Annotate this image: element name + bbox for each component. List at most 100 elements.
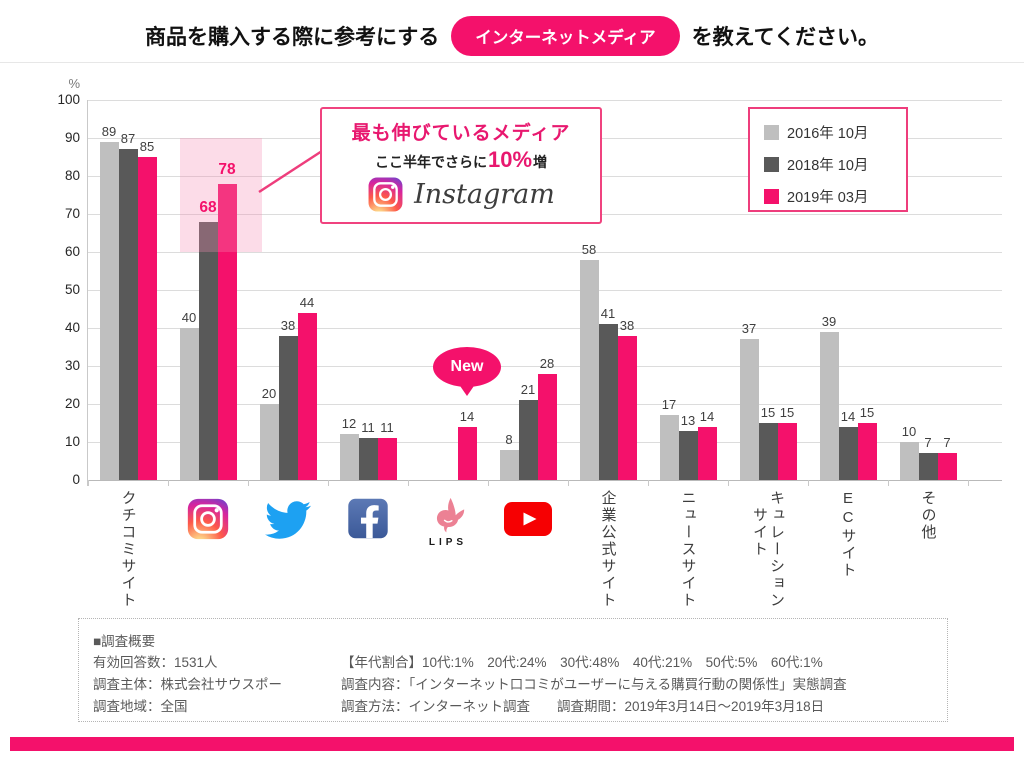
bar-value-lips-2: 14 <box>459 408 475 424</box>
bar-value-ec-site-2: 15 <box>859 405 875 420</box>
x-axis-label-curation-site: キュレーション サイト <box>751 490 785 609</box>
y-axis-tick-30: 30 <box>64 358 80 373</box>
y-axis-tick-100: 100 <box>57 92 80 107</box>
survey-summary-right: 【年代割合】10代:1% 20代:24% 30代:48% 40代:21% 50代… <box>341 652 933 718</box>
x-axis-tick <box>408 480 409 486</box>
bar-news-site-2 <box>697 426 717 480</box>
x-axis-label-ec-site: ECサイト <box>839 490 857 579</box>
bar-curation-site-0 <box>739 339 759 480</box>
x-axis-tick <box>808 480 809 486</box>
bar-value-twitter-0: 20 <box>261 386 277 401</box>
bar-lips-2 <box>457 426 477 480</box>
title-suffix: を教えてください。 <box>691 26 879 49</box>
bar-value-youtube-0: 8 <box>505 431 513 447</box>
gridline-60 <box>88 252 1002 253</box>
instagram-icon <box>367 176 404 213</box>
x-axis-label-other: その他 <box>919 490 937 541</box>
bar-value-kuchikomi-site-0: 89 <box>101 123 117 139</box>
bar-kuchikomi-site-1 <box>118 149 138 480</box>
x-axis-tick <box>488 480 489 486</box>
annotation-box: 最も伸びているメディア ここ半年でさらに10%増 Instagram <box>320 107 602 224</box>
highlight-instagram <box>180 138 262 252</box>
bar-facebook-0 <box>339 434 359 480</box>
survey-summary-box: ■調査概要 有効回答数：1531人 調査主体：株式会社サウスポー 調査地域：全国… <box>78 618 948 722</box>
y-axis-tick-70: 70 <box>64 206 80 221</box>
facebook-icon <box>347 497 390 540</box>
bar-youtube-1 <box>518 400 538 480</box>
bar-value-other-1: 7 <box>924 435 932 451</box>
bar-value-youtube-2: 28 <box>539 355 555 371</box>
title-prefix: 商品を購入する際に参考にする <box>145 26 440 49</box>
title-highlight-pill: インターネットメディア <box>451 16 680 56</box>
bar-twitter-1 <box>278 335 298 480</box>
survey-age-split: 【年代割合】10代:1% 20代:24% 30代:48% 40代:21% 50代… <box>341 655 823 670</box>
legend-item-0: 2016年 10月 <box>764 122 906 143</box>
y-axis-tick-50: 50 <box>64 282 80 297</box>
legend-label-1: 2018年 10月 <box>787 158 869 174</box>
x-axis-tick <box>168 480 169 486</box>
bar-facebook-1 <box>358 438 378 480</box>
legend-label-2: 2019年 03月 <box>787 190 869 206</box>
bar-value-curation-site-0: 37 <box>741 321 757 337</box>
y-axis-tick-0: 0 <box>72 472 80 487</box>
bar-other-0 <box>899 442 919 480</box>
y-axis-tick-20: 20 <box>64 396 80 411</box>
y-axis-tick-60: 60 <box>64 244 80 259</box>
question-title: 商品を購入する際に参考にする インターネットメディア を教えてください。 <box>0 16 1024 56</box>
y-axis-line <box>87 100 88 486</box>
bar-kuchikomi-site-2 <box>137 157 157 480</box>
annotation-title: 最も伸びているメディア <box>351 123 571 144</box>
y-axis-tick-40: 40 <box>64 320 80 335</box>
new-badge: New <box>433 346 501 387</box>
survey-method-period: 調査方法：インターネット調査 調査期間：2019年3月14日～2019年3月18… <box>341 698 825 714</box>
bar-value-twitter-1: 38 <box>280 317 296 333</box>
legend-label-0: 2016年 10月 <box>787 126 869 142</box>
x-axis-label-corporate-official-site: 企業公式サイト <box>599 490 617 609</box>
bar-youtube-0 <box>499 449 519 480</box>
y-axis-tick-90: 90 <box>64 130 80 145</box>
bar-value-corporate-official-site-2: 38 <box>619 317 635 333</box>
bar-facebook-2 <box>377 438 397 480</box>
bar-value-ec-site-0: 39 <box>821 313 837 329</box>
annotation-growth-line: ここ半年でさらに10%増 <box>322 147 600 173</box>
bar-value-corporate-official-site-1: 41 <box>600 306 616 322</box>
bar-value-facebook-0: 12 <box>341 416 357 432</box>
bar-value-other-2: 7 <box>943 435 951 451</box>
survey-summary-left: 有効回答数：1531人 調査主体：株式会社サウスポー 調査地域：全国 <box>93 652 341 718</box>
bar-ec-site-0 <box>819 331 839 480</box>
x-axis-tick <box>728 480 729 486</box>
bar-news-site-1 <box>678 430 698 480</box>
y-axis-unit-label: % <box>68 76 80 91</box>
gridline-100 <box>88 100 1002 101</box>
x-axis-label-news-site: ニュースサイト <box>679 490 697 609</box>
youtube-icon <box>504 497 552 536</box>
bar-ec-site-2 <box>857 423 877 480</box>
bar-corporate-official-site-1 <box>598 324 618 480</box>
bar-value-kuchikomi-site-1: 87 <box>120 131 136 147</box>
twitter-icon <box>265 497 311 543</box>
bar-twitter-0 <box>259 404 279 480</box>
bar-corporate-official-site-2 <box>617 335 637 480</box>
bar-value-facebook-2: 11 <box>380 420 394 436</box>
x-axis-tick <box>248 480 249 486</box>
bar-value-twitter-2: 44 <box>299 294 315 310</box>
x-axis-tick <box>88 480 89 486</box>
bar-youtube-2 <box>537 373 557 480</box>
bottom-accent-bar <box>10 737 1014 751</box>
x-axis-tick <box>968 480 969 486</box>
x-axis-tick <box>568 480 569 486</box>
x-axis-label-kuchikomi-site: クチコミサイト <box>119 490 137 609</box>
bar-value-kuchikomi-site-2: 85 <box>139 139 155 154</box>
instagram-wordmark: Instagram <box>414 179 555 210</box>
annotation-brand: Instagram <box>322 176 600 213</box>
instagram-icon <box>186 497 230 541</box>
survey-summary-heading: ■調査概要 <box>93 634 156 649</box>
growth-prefix: ここ半年でさらに <box>374 154 487 170</box>
legend: 2016年 10月 2018年 10月 2019年 03月 <box>748 107 908 212</box>
bar-curation-site-2 <box>777 423 797 480</box>
bar-value-news-site-1: 13 <box>680 412 696 428</box>
bar-value-ec-site-1: 14 <box>840 408 856 424</box>
gridline-50 <box>88 290 1002 291</box>
bar-value-curation-site-2: 15 <box>779 405 795 420</box>
